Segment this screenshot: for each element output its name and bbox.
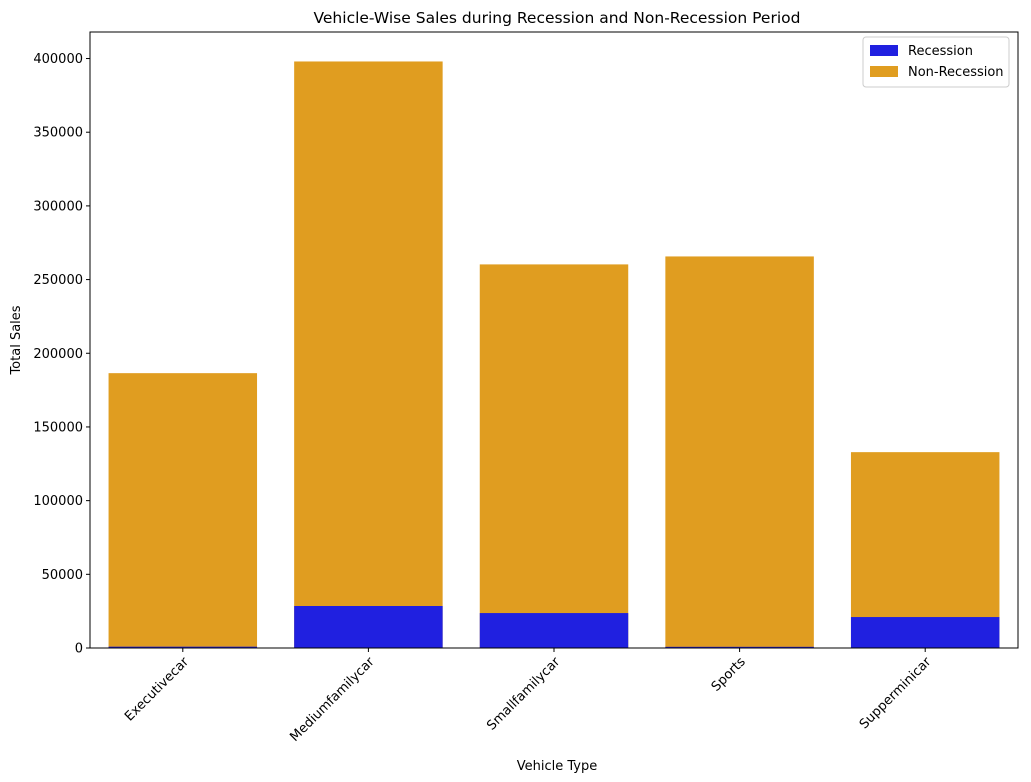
bars-layer [108,61,1000,649]
legend-frame [862,36,1010,88]
bar-non-recession-sports [665,256,814,648]
legend-label-non-recession: Non-Recession [908,65,1004,80]
x-axis-title: Vehicle Type [517,759,597,774]
bar-non-recession-supperminicar [850,452,1000,648]
bar-recession-smallfamilycar [479,613,629,648]
bar-non-recession-mediumfamilycar [294,61,443,649]
y-tick-label: 100000 [33,494,83,509]
bar-recession-mediumfamilycar [294,606,443,648]
legend-swatch-recession [870,45,898,56]
y-tick-label: 150000 [33,420,83,435]
y-tick-label: 0 [75,642,83,657]
y-tick-label: 350000 [33,126,83,141]
x-tick-label: Sports [709,654,749,694]
bar-non-recession-smallfamilycar [479,264,629,648]
x-tick-label: Executivecar [122,654,192,724]
y-tick-label: 200000 [33,347,83,362]
y-tick-label: 250000 [33,273,83,288]
bar-non-recession-executivecar [108,373,258,648]
y-axis-title: Total Sales [9,305,24,375]
bar-recession-executivecar [108,646,258,648]
x-tick-label: Smallfamilycar [484,654,563,733]
x-tick-label: Supperminicar [857,654,935,732]
legend: Recession Non-Recession [862,36,1010,88]
bar-recession-supperminicar [850,617,1000,648]
x-tick-label: Mediumfamilycar [287,654,378,745]
y-tick-label: 400000 [33,52,83,67]
y-tick-label: 50000 [42,568,83,583]
legend-label-recession: Recession [908,44,973,59]
y-tick-label: 300000 [33,199,83,214]
legend-swatch-non-recession [870,66,898,77]
bar-recession-sports [665,646,814,648]
chart-title: Vehicle-Wise Sales during Recession and … [314,9,801,27]
